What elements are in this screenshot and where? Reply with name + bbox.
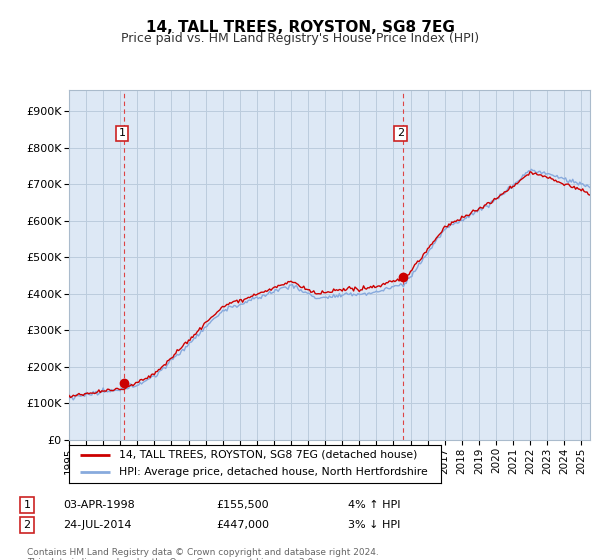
Text: 4% ↑ HPI: 4% ↑ HPI <box>348 500 401 510</box>
Text: 24-JUL-2014: 24-JUL-2014 <box>63 520 131 530</box>
Text: 14, TALL TREES, ROYSTON, SG8 7EG (detached house): 14, TALL TREES, ROYSTON, SG8 7EG (detach… <box>119 450 418 460</box>
Text: HPI: Average price, detached house, North Hertfordshire: HPI: Average price, detached house, Nort… <box>119 468 428 478</box>
Text: Price paid vs. HM Land Registry's House Price Index (HPI): Price paid vs. HM Land Registry's House … <box>121 32 479 45</box>
Text: 3% ↓ HPI: 3% ↓ HPI <box>348 520 400 530</box>
Text: £155,500: £155,500 <box>216 500 269 510</box>
Text: 1: 1 <box>118 128 125 138</box>
Text: £447,000: £447,000 <box>216 520 269 530</box>
Text: 2: 2 <box>397 128 404 138</box>
Text: 2: 2 <box>23 520 31 530</box>
Text: 03-APR-1998: 03-APR-1998 <box>63 500 135 510</box>
Text: 1: 1 <box>23 500 31 510</box>
Text: Contains HM Land Registry data © Crown copyright and database right 2024.
This d: Contains HM Land Registry data © Crown c… <box>27 548 379 560</box>
Text: 14, TALL TREES, ROYSTON, SG8 7EG: 14, TALL TREES, ROYSTON, SG8 7EG <box>146 20 454 35</box>
